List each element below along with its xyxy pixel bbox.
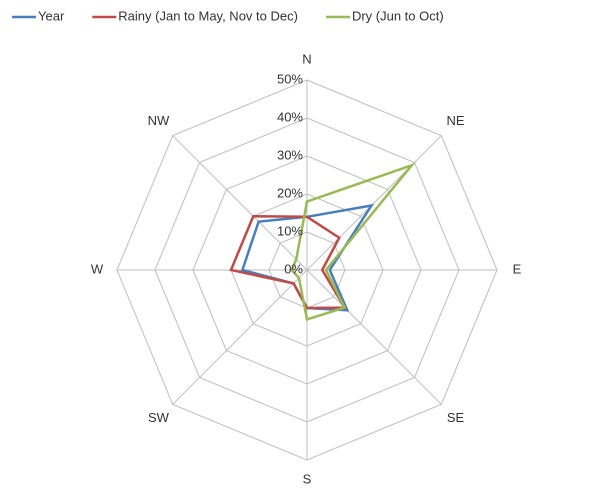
series-line xyxy=(290,162,416,322)
legend-label: Year xyxy=(38,8,65,23)
legend-label: Rainy (Jan to May, Nov to Dec) xyxy=(118,8,298,23)
r-tick-label: 50% xyxy=(277,71,303,86)
r-tick-label: 40% xyxy=(277,109,303,124)
category-label: NW xyxy=(148,113,170,128)
category-label: SW xyxy=(148,410,170,425)
category-label: S xyxy=(303,471,312,486)
category-label: N xyxy=(302,51,311,66)
spoke xyxy=(172,269,308,405)
category-label: W xyxy=(91,261,104,276)
r-tick-label: 10% xyxy=(277,223,303,238)
category-label: NE xyxy=(446,113,464,128)
category-label: SE xyxy=(447,410,465,425)
r-tick-label: 0% xyxy=(284,261,303,276)
spoke xyxy=(306,269,442,405)
series-line xyxy=(229,215,347,310)
category-label: E xyxy=(513,261,522,276)
spoke xyxy=(172,135,308,271)
legend-label: Dry (Jun to Oct) xyxy=(352,8,444,23)
r-tick-label: 20% xyxy=(277,185,303,200)
legend: Year Rainy (Jan to May, Nov to Dec) Dry (J… xyxy=(12,8,444,23)
spoke xyxy=(306,135,442,271)
r-tick-label: 30% xyxy=(277,147,303,162)
